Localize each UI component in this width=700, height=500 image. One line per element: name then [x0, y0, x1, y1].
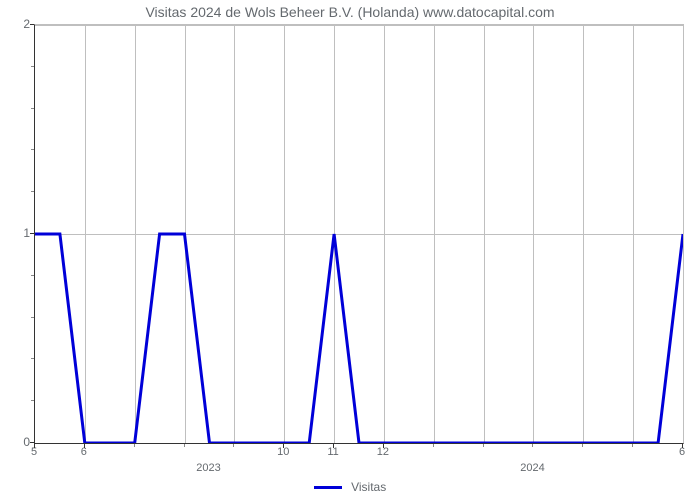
y-tick-mark: [30, 233, 34, 234]
x-year-label: 2023: [196, 462, 220, 474]
y-minor-tick: [31, 400, 34, 401]
legend-swatch: [314, 486, 342, 489]
x-minor-tick: [483, 444, 484, 447]
x-tick-mark: [682, 444, 683, 448]
chart-container: Visitas 2024 de Wols Beheer B.V. (Holand…: [0, 0, 700, 500]
x-minor-tick: [134, 444, 135, 447]
legend-label: Visitas: [351, 480, 386, 494]
x-minor-tick: [632, 444, 633, 447]
x-minor-tick: [184, 444, 185, 447]
x-year-label: 2024: [520, 462, 544, 474]
y-tick-mark: [30, 24, 34, 25]
x-minor-tick: [233, 444, 234, 447]
y-minor-tick: [31, 149, 34, 150]
y-minor-tick: [31, 275, 34, 276]
y-minor-tick: [31, 66, 34, 67]
x-minor-tick: [532, 444, 533, 447]
x-tick-mark: [383, 444, 384, 448]
y-tick-label: 1: [6, 226, 30, 240]
y-tick-mark: [30, 442, 34, 443]
series-line: [35, 25, 683, 443]
x-tick-mark: [333, 444, 334, 448]
y-minor-tick: [31, 191, 34, 192]
gridline-vertical: [683, 25, 684, 443]
x-tick-mark: [283, 444, 284, 448]
y-tick-label: 2: [6, 17, 30, 31]
plot-area: [34, 24, 684, 444]
y-minor-tick: [31, 108, 34, 109]
legend: Visitas: [0, 480, 700, 494]
y-minor-tick: [31, 358, 34, 359]
x-tick-mark: [34, 444, 35, 448]
y-tick-label: 0: [6, 435, 30, 449]
chart-title: Visitas 2024 de Wols Beheer B.V. (Holand…: [0, 4, 700, 20]
x-minor-tick: [433, 444, 434, 447]
x-tick-mark: [84, 444, 85, 448]
x-minor-tick: [582, 444, 583, 447]
y-minor-tick: [31, 317, 34, 318]
